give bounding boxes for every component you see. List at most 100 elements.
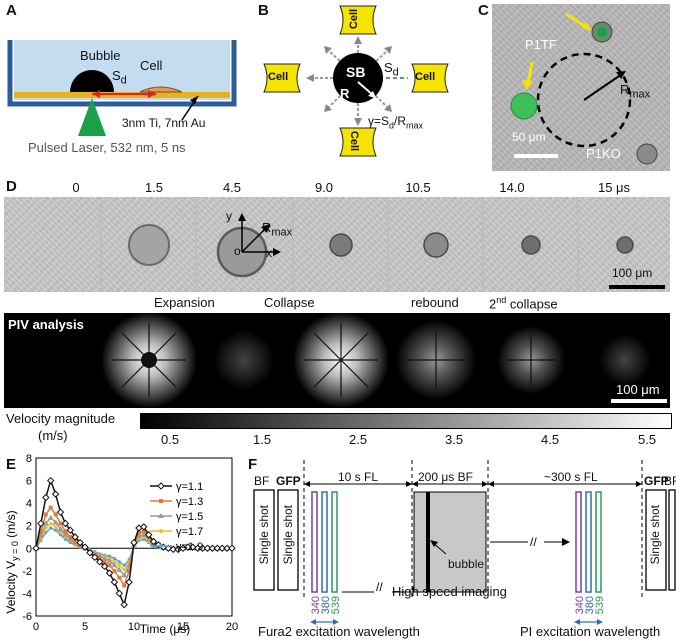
series-3-point-16: [112, 560, 116, 564]
series-1-point-3: [48, 505, 53, 510]
panel-b-diagram: [263, 5, 449, 157]
time-label-2: 4.5: [222, 180, 242, 195]
cell-left: [263, 63, 301, 93]
frame-1: [102, 197, 195, 292]
laser-label: Pulsed Laser, 532 nm, 5 ns: [28, 140, 186, 155]
chart-xlabel: Time (μs): [140, 622, 190, 636]
x-tick-label-2: 10: [128, 621, 140, 633]
series-1-point-16: [112, 568, 117, 573]
chart-ylabel: Velocity Vy = 0 (m/s): [4, 510, 20, 613]
cell-label: Cell: [140, 58, 163, 73]
hsi-label: High speed imaging: [392, 584, 507, 599]
bf-right-label: BF: [664, 474, 676, 488]
rmax-circle: [536, 52, 632, 148]
high-speed-box: [413, 491, 487, 593]
series-1-point-6: [63, 529, 68, 534]
legend-label-4: γ=1.9: [176, 541, 203, 553]
gfp-box-left: [277, 489, 299, 591]
series-0-point-27: [164, 544, 173, 552]
series-0-point-18: [120, 601, 128, 609]
sd-b-label: Sd: [384, 60, 399, 79]
y-tick-label-0: -6: [22, 611, 32, 623]
panel-label-d: D: [6, 178, 17, 195]
series-0-point-19: [125, 578, 133, 586]
y-tick-label-1: -4: [22, 588, 32, 600]
legend-marker-1: [159, 499, 163, 503]
frame-3: [294, 197, 387, 292]
two-hundred-label: 200 μs BF: [418, 470, 473, 484]
series-4-point-3: [49, 526, 53, 530]
series-0-point-34: [198, 544, 207, 552]
frame-4: [389, 197, 482, 292]
gfp-left-label: GFP: [276, 474, 301, 488]
series-0-point-24: [149, 537, 158, 546]
gfp-box-right: [645, 489, 667, 591]
series-1-point-18: [122, 583, 127, 588]
series-2-point-4: [52, 519, 59, 525]
series-0-point-16: [110, 578, 119, 586]
series-3-point-18: [122, 568, 126, 572]
series-1-point-17: [117, 575, 122, 580]
panel-label-b: B: [258, 2, 269, 19]
legend-label-0: γ=1.1: [176, 481, 203, 493]
series-0-point-33: [193, 544, 202, 552]
series-0-point-13: [95, 558, 104, 566]
x-tick-label-3: 15: [177, 621, 189, 633]
series-1-point-22: [141, 529, 146, 534]
colorbar-tick-5: 5.5: [638, 432, 657, 447]
series-0-point-36: [208, 544, 217, 552]
series-1-point-14: [102, 559, 107, 564]
panel-label-e: E: [6, 456, 17, 473]
p1tf-cell-left: [510, 92, 538, 120]
bubble-label: Bubble: [80, 48, 121, 63]
series-0-point-31: [184, 543, 192, 551]
series-4-point-16: [112, 556, 116, 561]
scale-bar-c: [514, 154, 558, 158]
phase-rebound: rebound: [411, 295, 459, 310]
axis-x-label: x: [266, 246, 272, 260]
svg-text://: //: [530, 535, 537, 549]
cell-left-label: Cell: [268, 71, 289, 83]
series-0-point-1: [37, 519, 45, 528]
series-1-point-19: [127, 568, 132, 573]
cell-bottom: [339, 127, 377, 157]
chart-frame: [35, 457, 233, 617]
frame-5: [484, 197, 577, 292]
y-tick-label-4: 2: [26, 521, 32, 533]
y-tick-label-5: 4: [26, 498, 32, 510]
series-0-point-0: [32, 544, 40, 552]
legend-marker-2: [158, 513, 164, 518]
cell-right: [411, 63, 449, 93]
series-0-point-35: [203, 544, 212, 552]
panel-a-diagram: [7, 40, 237, 136]
frame-6: [579, 197, 670, 292]
series-1-point-8: [73, 539, 78, 544]
bar-380-left: [321, 491, 328, 593]
series-0-point-39: [223, 544, 231, 552]
bf-left-label: BF: [254, 474, 270, 488]
p1ko-label: P1KO: [586, 146, 621, 161]
bar-539-right: [595, 491, 602, 593]
cell-top: [339, 5, 377, 35]
axis-y-label: y: [226, 209, 232, 223]
series-2-point-2: [42, 520, 49, 526]
medium: [14, 40, 230, 100]
legend-marker-3: [159, 529, 163, 533]
r-label: R: [340, 86, 350, 101]
svg-text://: //: [376, 580, 383, 594]
series-1-point-4: [53, 512, 58, 517]
series-0-point-40: [228, 544, 236, 552]
frame-2: [197, 197, 292, 292]
series-4-point-18: [122, 563, 126, 567]
bubble-line: [426, 492, 430, 592]
coating-arrow: [190, 96, 198, 104]
series-0-point-15: [105, 569, 114, 577]
three-hundred-label: ~300 s FL: [544, 470, 598, 484]
series-0-point-7: [66, 526, 75, 534]
x-tick-label-0: 0: [33, 621, 39, 633]
series-0-point-3: [46, 476, 55, 485]
series-0-point-8: [71, 533, 79, 541]
series-3-point-4: [54, 525, 58, 529]
colorbar-tick-0: 0.5: [161, 432, 180, 447]
sb-circle: [333, 53, 383, 103]
